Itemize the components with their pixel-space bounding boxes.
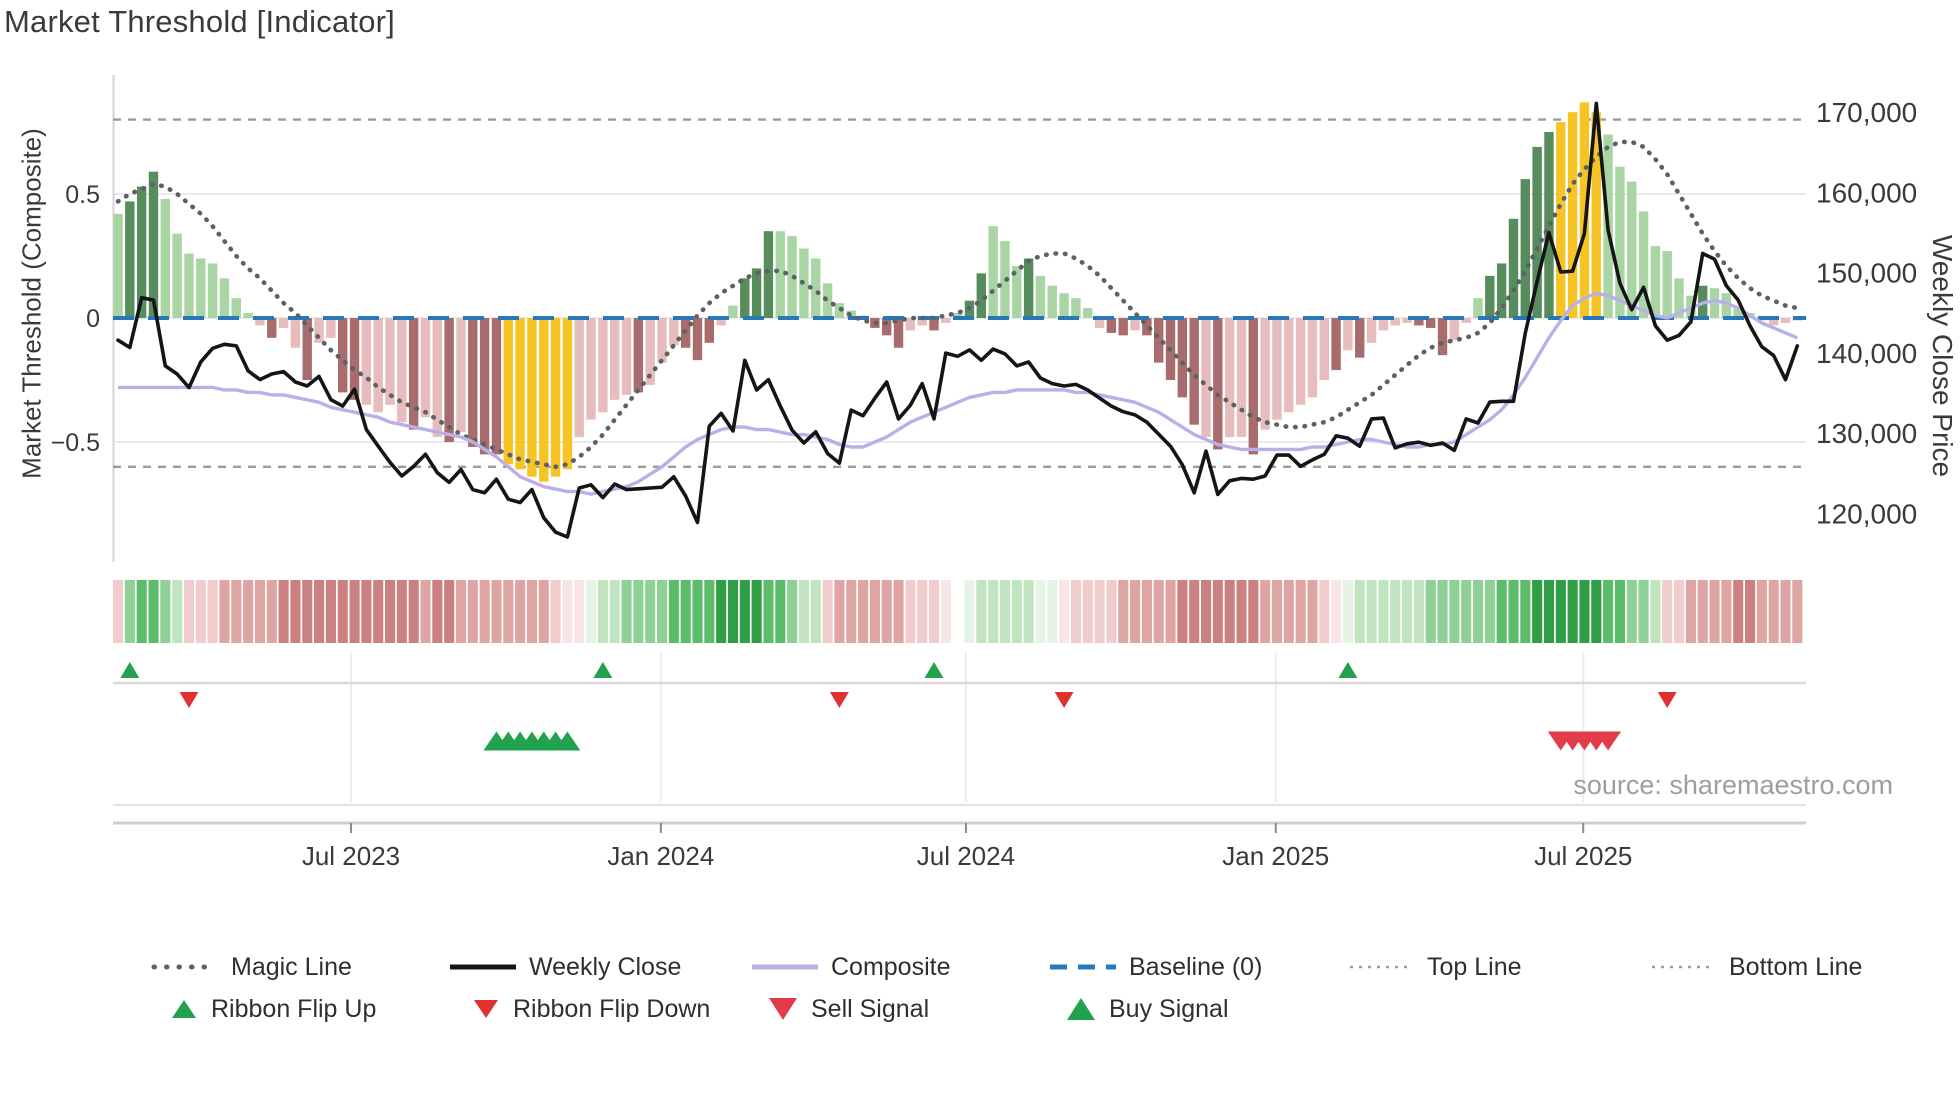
buy-signal-icon bbox=[1067, 998, 1095, 1020]
svg-text:170,000: 170,000 bbox=[1816, 97, 1917, 128]
legend-item-ribbon-flip-down: Ribbon Flip Down bbox=[470, 992, 710, 1026]
triangle-up-green-icon bbox=[172, 1000, 196, 1018]
bottom-line-swatch-icon bbox=[1652, 965, 1714, 969]
chart-title: Market Threshold [Indicator] bbox=[4, 4, 395, 39]
sell-signal-icon bbox=[769, 998, 797, 1020]
legend: Magic Line Weekly Close Composite Baseli… bbox=[0, 936, 1960, 1046]
ribbon-flip-down-markers bbox=[179, 692, 1677, 708]
legend-item-sell-signal: Sell Signal bbox=[766, 992, 929, 1026]
top-line-swatch-icon bbox=[1350, 965, 1412, 969]
svg-text:Jul 2024: Jul 2024 bbox=[917, 841, 1015, 871]
source-label: source: sharemaestro.com bbox=[1573, 770, 1893, 800]
svg-text:Jan 2025: Jan 2025 bbox=[1222, 841, 1329, 871]
ribbon-flip-up-markers bbox=[120, 662, 1358, 678]
legend-item-baseline: Baseline (0) bbox=[1048, 950, 1262, 984]
svg-text:−0.5: −0.5 bbox=[51, 429, 100, 457]
legend-item-weekly-close: Weekly Close bbox=[448, 950, 681, 984]
composite-swatch-icon bbox=[752, 964, 818, 970]
weekly-close-line bbox=[116, 101, 1800, 539]
ribbon-strip bbox=[113, 580, 1803, 643]
buy-signal-markers bbox=[483, 731, 581, 751]
triangle-down-red-icon bbox=[474, 1000, 498, 1018]
svg-text:120,000: 120,000 bbox=[1816, 499, 1917, 530]
legend-item-top-line: Top Line bbox=[1346, 950, 1522, 984]
legend-item-bottom-line: Bottom Line bbox=[1648, 950, 1862, 984]
legend-item-composite: Composite bbox=[750, 950, 951, 984]
sell-signal-markers bbox=[1547, 731, 1622, 751]
svg-text:0.5: 0.5 bbox=[65, 181, 100, 209]
legend-item-ribbon-flip-up: Ribbon Flip Up bbox=[168, 992, 376, 1026]
svg-text:160,000: 160,000 bbox=[1816, 177, 1917, 208]
svg-text:130,000: 130,000 bbox=[1816, 418, 1917, 449]
threshold-lines bbox=[113, 118, 1806, 468]
svg-text:Jul 2025: Jul 2025 bbox=[1534, 841, 1632, 871]
baseline-swatch-icon bbox=[1050, 964, 1116, 970]
legend-item-buy-signal: Buy Signal bbox=[1064, 992, 1229, 1026]
magic-line bbox=[115, 139, 1800, 470]
svg-text:0: 0 bbox=[86, 305, 100, 333]
legend-item-magic-line: Magic Line bbox=[150, 950, 352, 984]
svg-text:Jul 2023: Jul 2023 bbox=[302, 841, 400, 871]
svg-text:140,000: 140,000 bbox=[1816, 338, 1917, 369]
axis-labels: 0.5 0 −0.5 170,000 160,000 150,000 140,000 130,… bbox=[51, 97, 1918, 871]
svg-text:150,000: 150,000 bbox=[1816, 258, 1917, 289]
svg-text:Jan 2024: Jan 2024 bbox=[607, 841, 714, 871]
magic-line-swatch-icon bbox=[151, 964, 219, 970]
signal-panel bbox=[113, 652, 1806, 806]
weekly-close-swatch-icon bbox=[450, 964, 516, 970]
